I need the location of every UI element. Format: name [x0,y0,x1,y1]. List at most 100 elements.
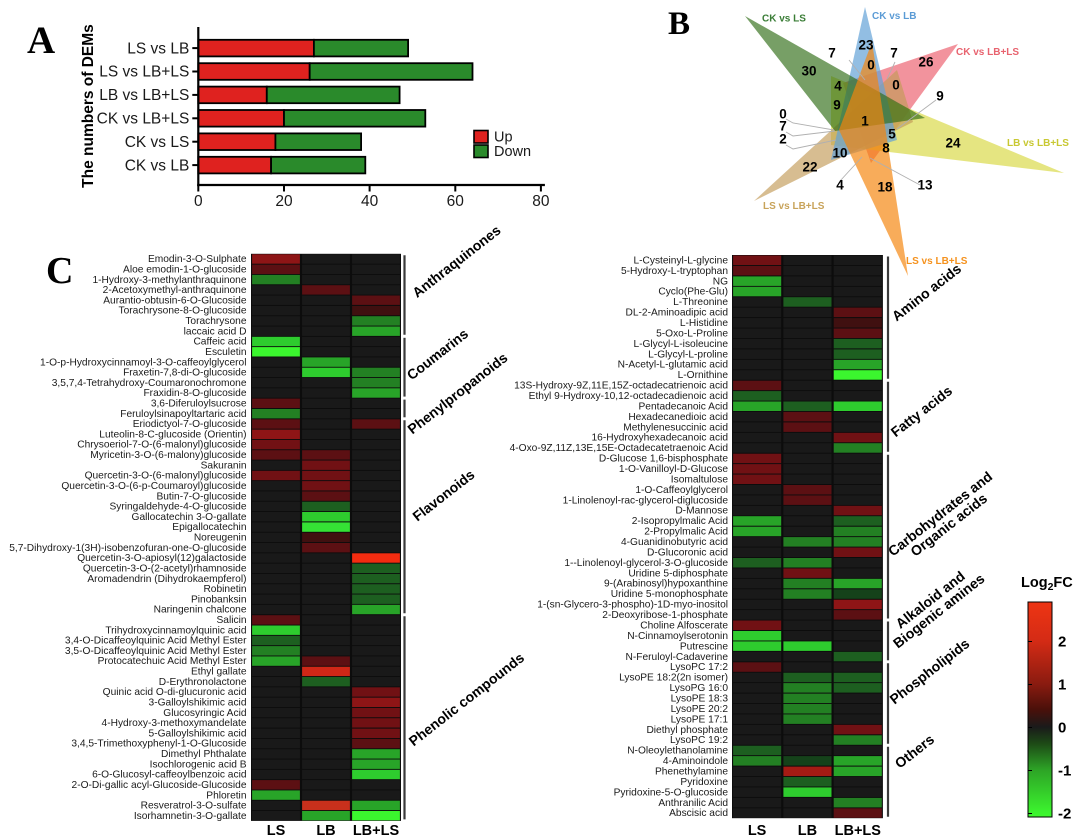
svg-text:Syringaldehyde-4-O-glucoside: Syringaldehyde-4-O-glucoside [109,502,246,513]
svg-text:26: 26 [918,55,934,70]
svg-text:Quinic acid O-di-glucuronic ac: Quinic acid O-di-glucuronic acid [103,687,247,698]
svg-text:LS: LS [267,823,286,839]
svg-text:1-Linolenoyl-rac-glycerol-digl: 1-Linolenoyl-rac-glycerol-diglucoside [563,495,729,506]
svg-text:Cyclo(Phe-Glu): Cyclo(Phe-Glu) [658,287,728,298]
svg-text:L-Ornithine: L-Ornithine [678,370,729,381]
svg-text:Phenethylamine: Phenethylamine [655,767,728,778]
svg-text:Emodin-3-O-Sulphate: Emodin-3-O-Sulphate [148,254,247,265]
svg-text:0: 0 [892,78,900,93]
svg-text:D-Glucose 1,6-bisphosphate: D-Glucose 1,6-bisphosphate [599,454,728,465]
svg-text:80: 80 [532,193,550,210]
svg-text:L-Histidine: L-Histidine [680,318,728,329]
svg-text:-1: -1 [1058,763,1071,780]
svg-text:L-Glycyl-L-isoleucine: L-Glycyl-L-isoleucine [633,339,728,350]
svg-text:LB+LS: LB+LS [353,823,400,839]
svg-text:Amino acids: Amino acids [889,260,965,324]
svg-text:0: 0 [194,193,203,210]
svg-text:1: 1 [1058,677,1066,694]
svg-text:Up: Up [494,130,513,146]
svg-text:LB: LB [798,823,817,839]
svg-text:3,4-O-Dicaffeoylquinic Acid Me: 3,4-O-Dicaffeoylquinic Acid Methyl Ester [65,636,247,647]
svg-text:24: 24 [945,136,961,151]
svg-text:-2: -2 [1058,806,1071,823]
svg-text:N-Feruloyl-Cadaverine: N-Feruloyl-Cadaverine [626,652,729,663]
svg-text:Phenolic compounds: Phenolic compounds [406,649,528,749]
svg-text:2: 2 [1058,634,1066,651]
svg-text:1: 1 [861,114,869,129]
svg-text:Torachrysone: Torachrysone [185,316,246,327]
svg-text:LS vs LB+LS: LS vs LB+LS [99,64,189,81]
svg-text:Carbohydrates and: Carbohydrates and [885,468,995,559]
svg-text:9-(Arabinosyl)hypoxanthine: 9-(Arabinosyl)hypoxanthine [604,579,728,590]
svg-text:D-Mannose: D-Mannose [675,506,728,517]
svg-text:Fatty acids: Fatty acids [888,382,956,440]
svg-text:LysoPG 16:0: LysoPG 16:0 [669,683,728,694]
svg-text:Putrescine: Putrescine [680,641,728,652]
svg-text:1--Linolenoyl-glycerol-3-O-glu: 1--Linolenoyl-glycerol-3-O-glucoside [564,558,728,569]
svg-text:3,5,7,4-Tetrahydroxy-Coumarono: 3,5,7,4-Tetrahydroxy-Coumaronochromone [52,378,247,389]
svg-text:LS vs LB+LS: LS vs LB+LS [763,201,825,212]
svg-text:2-Propylmalic Acid: 2-Propylmalic Acid [644,527,728,538]
svg-text:2-Isopropylmalic Acid: 2-Isopropylmalic Acid [632,516,729,527]
svg-text:4-Hydroxy-3-methoxymandelate: 4-Hydroxy-3-methoxymandelate [102,718,247,729]
svg-text:C: C [46,250,73,292]
svg-text:Others: Others [892,731,938,772]
svg-text:Pinobanksin: Pinobanksin [191,594,247,605]
svg-text:13: 13 [917,178,933,193]
svg-text:Gallocatechin 3-O-gallate: Gallocatechin 3-O-gallate [132,512,247,523]
svg-text:9: 9 [833,98,841,113]
svg-text:Eriodictyol-7-O-glucoside: Eriodictyol-7-O-glucoside [133,419,247,430]
svg-text:3-Galloylshikimic acid: 3-Galloylshikimic acid [149,698,247,709]
svg-text:Quercetin-3-O-(2-acetyl)rhamno: Quercetin-3-O-(2-acetyl)rhamnoside [83,564,247,575]
svg-text:2: 2 [779,132,787,147]
svg-text:Noreugenin: Noreugenin [194,533,247,544]
svg-text:Naringenin chalcone: Naringenin chalcone [154,605,247,616]
svg-text:CK vs LS: CK vs LS [125,134,190,151]
svg-text:D-Erythronolactone: D-Erythronolactone [159,677,247,688]
svg-text:B: B [668,6,690,42]
svg-text:Quercetin-3-O-(6-p-Coumaroyl)g: Quercetin-3-O-(6-p-Coumaroyl)glucoside [61,481,246,492]
svg-text:Butin-7-O-glucoside: Butin-7-O-glucoside [156,491,246,502]
svg-text:CK vs LB+LS: CK vs LB+LS [97,111,190,128]
svg-text:0: 0 [867,58,875,73]
svg-text:Coumarins: Coumarins [404,325,472,383]
svg-text:2-Acetoxymethyl-anthraquinone: 2-Acetoxymethyl-anthraquinone [103,285,247,296]
svg-text:LB: LB [316,823,335,839]
svg-text:Fraxidin-8-O-glucoside: Fraxidin-8-O-glucoside [143,388,246,399]
svg-text:40: 40 [361,193,379,210]
svg-text:4: 4 [834,79,842,94]
svg-text:Dimethyl Phthalate: Dimethyl Phthalate [161,749,247,760]
svg-text:LB+LS: LB+LS [835,823,882,839]
svg-text:Pyridoxine: Pyridoxine [680,777,728,788]
svg-text:Resveratrol-3-O-sulfate: Resveratrol-3-O-sulfate [141,801,247,812]
svg-text:18: 18 [877,180,893,195]
svg-text:L-Threonine: L-Threonine [673,297,728,308]
svg-text:The numbers of DEMs: The numbers of DEMs [80,24,97,188]
svg-text:10: 10 [832,146,847,161]
svg-text:DL-2-Aminoadipic acid: DL-2-Aminoadipic acid [626,308,729,319]
svg-text:Trihydroxycinnamoylquinic acid: Trihydroxycinnamoylquinic acid [105,625,247,636]
svg-text:LysoPE 17:1: LysoPE 17:1 [671,714,729,725]
svg-text:0: 0 [1058,720,1066,737]
svg-text:Hexadecanedioic acid: Hexadecanedioic acid [628,412,728,423]
svg-text:Isomaltulose: Isomaltulose [671,474,729,485]
svg-text:5,7-Dihydroxy-1(3H)-isobenzofu: 5,7-Dihydroxy-1(3H)-isobenzofuran-one-O-… [9,543,247,554]
svg-text:NG: NG [713,276,728,287]
svg-text:7: 7 [779,119,787,134]
svg-text:Robinetin: Robinetin [203,584,246,595]
svg-text:4-Oxo-9Z,11Z,13E,15E-Octadecat: 4-Oxo-9Z,11Z,13E,15E-Octadecatetraenoic … [510,443,729,454]
svg-text:Epigallocatechin: Epigallocatechin [172,522,246,533]
svg-text:5: 5 [888,127,896,142]
svg-text:N-Acetyl-L-glutamic acid: N-Acetyl-L-glutamic acid [618,360,729,371]
svg-text:Uridine 5-diphosphate: Uridine 5-diphosphate [628,568,728,579]
svg-text:CK vs LB+LS: CK vs LB+LS [956,47,1019,58]
svg-text:5-Hydroxy-L-tryptophan: 5-Hydroxy-L-tryptophan [621,266,728,277]
svg-text:LS: LS [748,823,767,839]
svg-text:Glucosyringic Acid: Glucosyringic Acid [163,708,247,719]
svg-text:2-Deoxyribose-1-phosphate: 2-Deoxyribose-1-phosphate [602,610,728,621]
svg-text:1-O-p-Hydroxycinnamoyl-3-O-caf: 1-O-p-Hydroxycinnamoyl-3-O-caffeoylglyce… [40,357,246,368]
svg-text:4: 4 [836,178,844,193]
svg-text:D-Glucoronic acid: D-Glucoronic acid [647,548,728,559]
svg-text:3,6-Diferuloylsucrose: 3,6-Diferuloylsucrose [151,399,247,410]
svg-text:A: A [27,19,55,62]
